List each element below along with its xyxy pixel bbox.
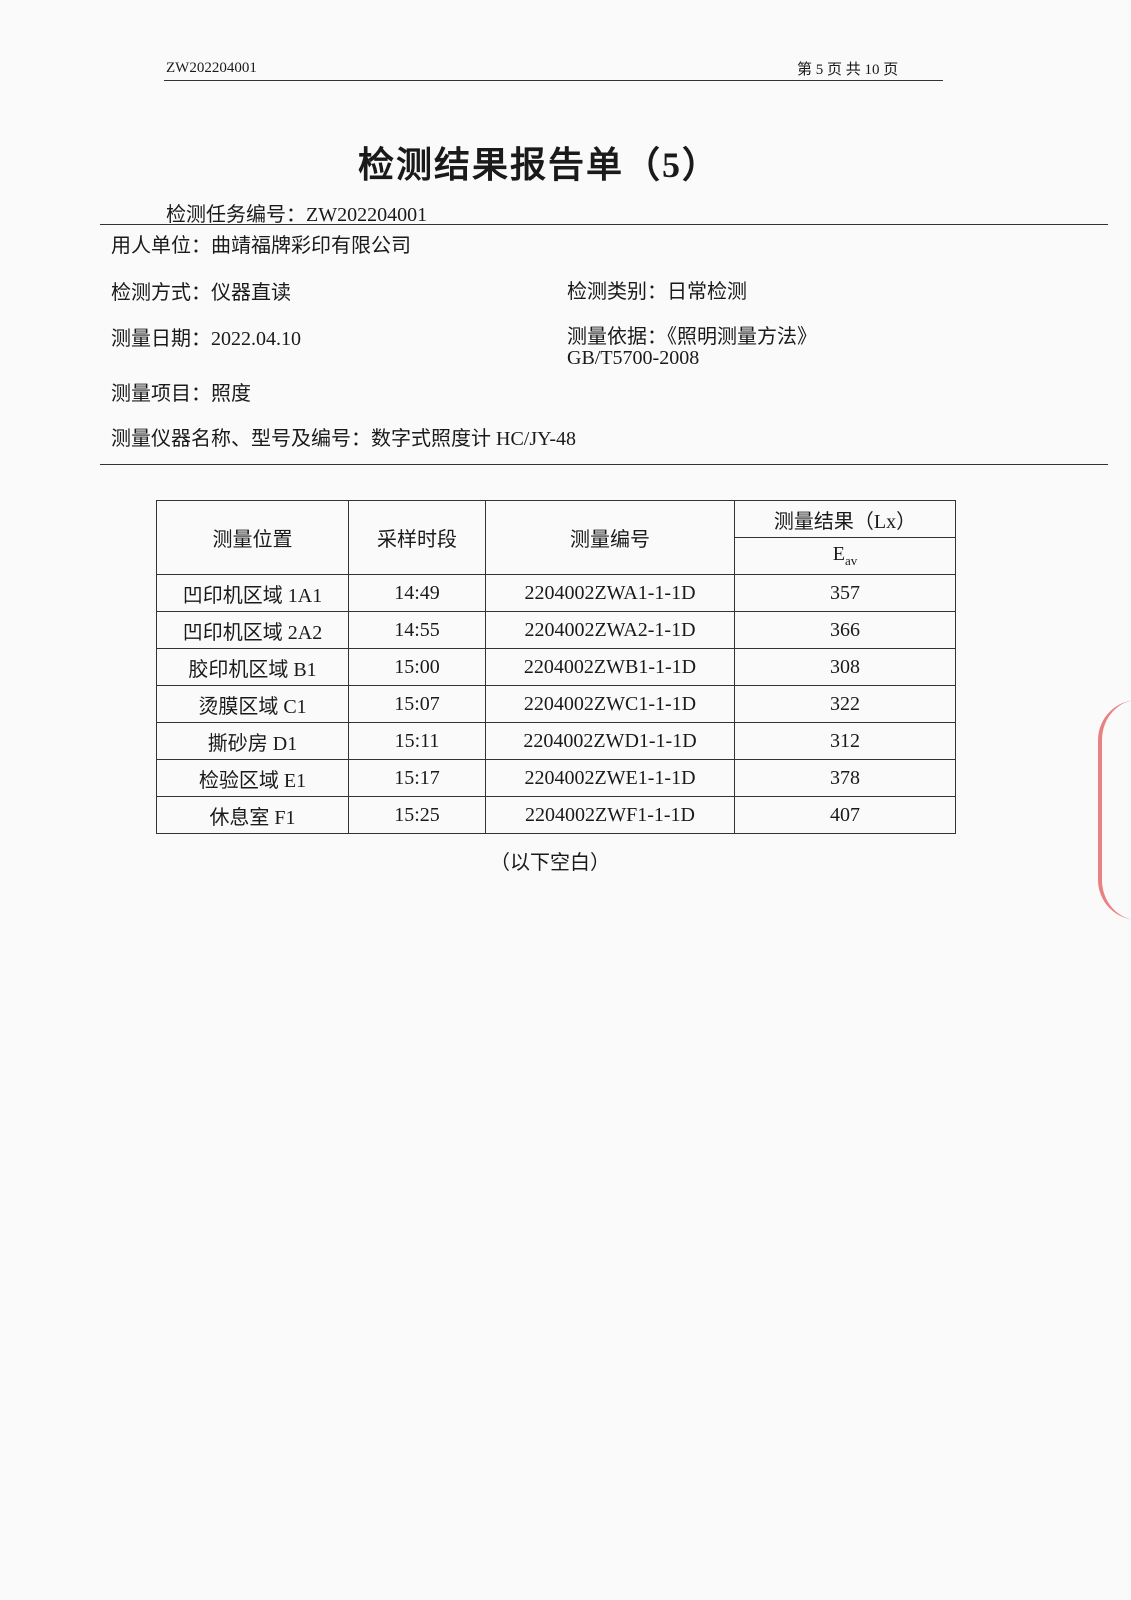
eav-main: E <box>832 543 845 565</box>
cell-period: 14:49 <box>348 574 486 612</box>
detection-method: 检测方式：仪器直读 <box>111 282 291 304</box>
detection-category: 检测类别：日常检测 <box>567 281 747 303</box>
cell-code: 2204002ZWD1-1-1D <box>485 722 735 760</box>
cell-period: 15:07 <box>348 685 486 723</box>
cell-code: 2204002ZWC1-1-1D <box>485 685 735 723</box>
cell-eav: 308 <box>734 648 956 686</box>
cell-period: 15:25 <box>348 796 486 834</box>
header-location: 测量位置 <box>156 500 349 575</box>
blank-below-note: （以下空白） <box>490 852 610 874</box>
cell-location: 凹印机区域 2A2 <box>156 611 349 649</box>
employer: 用人单位：曲靖福牌彩印有限公司 <box>111 235 411 257</box>
header-code: 测量编号 <box>485 500 735 575</box>
table-row: 胶印机区域 B1 15:00 2204002ZWB1-1-1D 308 <box>156 648 956 686</box>
cell-period: 15:00 <box>348 648 486 686</box>
cell-location: 检验区域 E1 <box>156 759 349 797</box>
header-rule <box>164 80 943 81</box>
table-row: 烫膜区域 C1 15:07 2204002ZWC1-1-1D 322 <box>156 685 956 723</box>
table-row: 凹印机区域 2A2 14:55 2204002ZWA2-1-1D 366 <box>156 611 956 649</box>
cell-eav: 366 <box>734 611 956 649</box>
table-row: 凹印机区域 1A1 14:49 2204002ZWA1-1-1D 357 <box>156 574 956 612</box>
table-row: 撕砂房 D1 15:11 2204002ZWD1-1-1D 312 <box>156 722 956 760</box>
cell-period: 15:17 <box>348 759 486 797</box>
table-row: 休息室 F1 15:25 2204002ZWF1-1-1D 407 <box>156 796 956 834</box>
cell-code: 2204002ZWA2-1-1D <box>485 611 735 649</box>
cell-location: 凹印机区域 1A1 <box>156 574 349 612</box>
cell-period: 15:11 <box>348 722 486 760</box>
cell-period: 14:55 <box>348 611 486 649</box>
measure-standard: GB/T5700-2008 <box>567 347 700 369</box>
divider <box>100 224 1108 225</box>
task-number: 检测任务编号：ZW202204001 <box>166 204 428 226</box>
instrument: 测量仪器名称、型号及编号：数字式照度计 HC/JY-48 <box>111 428 577 450</box>
cell-code: 2204002ZWE1-1-1D <box>485 759 735 797</box>
red-seal-stamp <box>1098 700 1131 920</box>
header-period: 采样时段 <box>348 500 486 575</box>
measure-date: 测量日期：2022.04.10 <box>111 328 301 350</box>
page-info: 第 5 页 共 10 页 <box>797 62 899 78</box>
cell-location: 烫膜区域 C1 <box>156 685 349 723</box>
header-eav: Eav <box>734 537 956 575</box>
page-title: 检测结果报告单（5） <box>358 145 721 185</box>
cell-code: 2204002ZWF1-1-1D <box>485 796 735 834</box>
divider <box>100 464 1108 465</box>
cell-location: 休息室 F1 <box>156 796 349 834</box>
cell-eav: 312 <box>734 722 956 760</box>
cell-location: 胶印机区域 B1 <box>156 648 349 686</box>
doc-number: ZW202204001 <box>166 60 257 76</box>
cell-eav: 378 <box>734 759 956 797</box>
cell-eav: 407 <box>734 796 956 834</box>
cell-code: 2204002ZWB1-1-1D <box>485 648 735 686</box>
table-header-row: 测量位置 采样时段 测量编号 测量结果（Lx） <box>156 500 956 575</box>
cell-location: 撕砂房 D1 <box>156 722 349 760</box>
measure-item: 测量项目：照度 <box>111 383 251 405</box>
measure-basis: 测量依据：《照明测量方法》 <box>567 326 817 348</box>
cell-eav: 357 <box>734 574 956 612</box>
results-table: 测量位置 采样时段 测量编号 测量结果（Lx） Eav 凹印机区域 1A1 14:… <box>156 500 956 834</box>
eav-sub: av <box>844 553 858 568</box>
cell-eav: 322 <box>734 685 956 723</box>
table-subheader-row: Eav <box>157 537 956 575</box>
header-result: 测量结果（Lx） <box>734 500 956 538</box>
cell-code: 2204002ZWA1-1-1D <box>485 574 735 612</box>
table-row: 检验区域 E1 15:17 2204002ZWE1-1-1D 378 <box>156 759 956 797</box>
